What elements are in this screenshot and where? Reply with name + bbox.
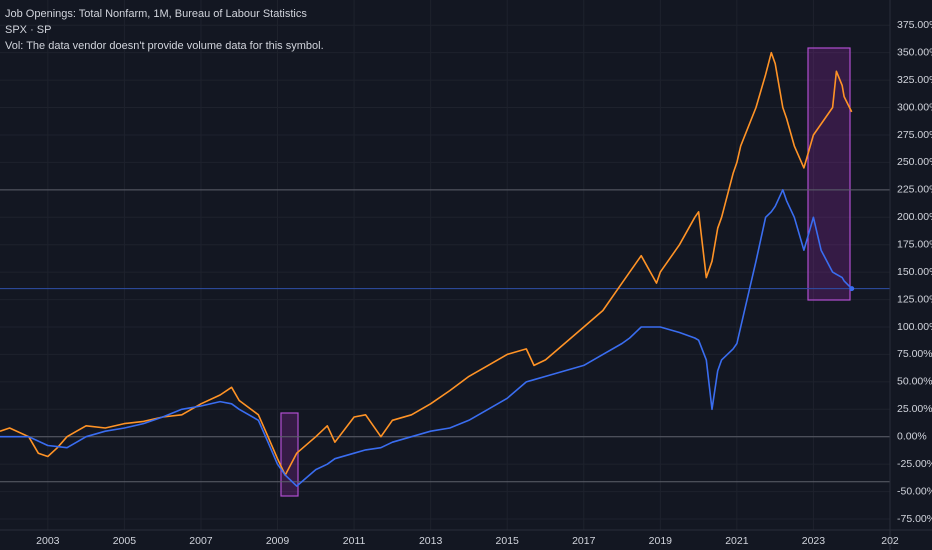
x-tick-label: 2015 — [496, 535, 520, 547]
x-tick-label: 2005 — [113, 535, 137, 547]
y-tick-label: 200.00% — [897, 211, 932, 223]
plot — [0, 51, 890, 487]
y-tick-label: 100.00% — [897, 321, 932, 333]
y-tick-label: 0.00% — [897, 431, 927, 443]
x-tick-label: 2011 — [343, 535, 366, 547]
y-tick-label: -75.00% — [897, 513, 932, 525]
series-line — [0, 189, 853, 487]
y-tick-label: 150.00% — [897, 266, 932, 278]
y-tick-label: 250.00% — [897, 156, 932, 168]
y-tick-label: 375.00% — [897, 19, 932, 31]
x-tick-label: 2019 — [649, 535, 673, 547]
y-tick-label: 350.00% — [897, 46, 932, 58]
x-tick-label: 2009 — [266, 535, 290, 547]
y-tick-label: -50.00% — [897, 485, 932, 497]
x-tick-label: 2017 — [572, 535, 596, 547]
y-tick-label: 300.00% — [897, 101, 932, 113]
x-tick-label: 2021 — [725, 535, 749, 547]
y-tick-label: 75.00% — [897, 348, 932, 360]
annotation: Vol: The data vendor doesn't provide vol… — [5, 40, 324, 52]
y-tick-label: 175.00% — [897, 238, 932, 250]
y-tick-label: 325.00% — [897, 74, 932, 86]
y-tick-label: -25.00% — [897, 458, 932, 470]
y-tick-label: 25.00% — [897, 403, 932, 415]
y-tick-label: 275.00% — [897, 129, 932, 141]
x-tick-label: 202 — [881, 535, 899, 547]
last-point — [849, 286, 855, 292]
y-tick-label: 125.00% — [897, 293, 932, 305]
chart-subtitle: SPX · SP — [5, 24, 51, 36]
x-tick-label: 2007 — [189, 535, 213, 547]
highlight-box — [807, 47, 851, 301]
chart-title: Job Openings: Total Nonfarm, 1M, Bureau … — [5, 8, 307, 20]
x-tick-label: 2023 — [802, 535, 826, 547]
x-tick-label: 2003 — [36, 535, 60, 547]
y-tick-label: 225.00% — [897, 184, 932, 196]
x-tick-label: 2013 — [419, 535, 443, 547]
y-tick-label: 50.00% — [897, 376, 932, 388]
